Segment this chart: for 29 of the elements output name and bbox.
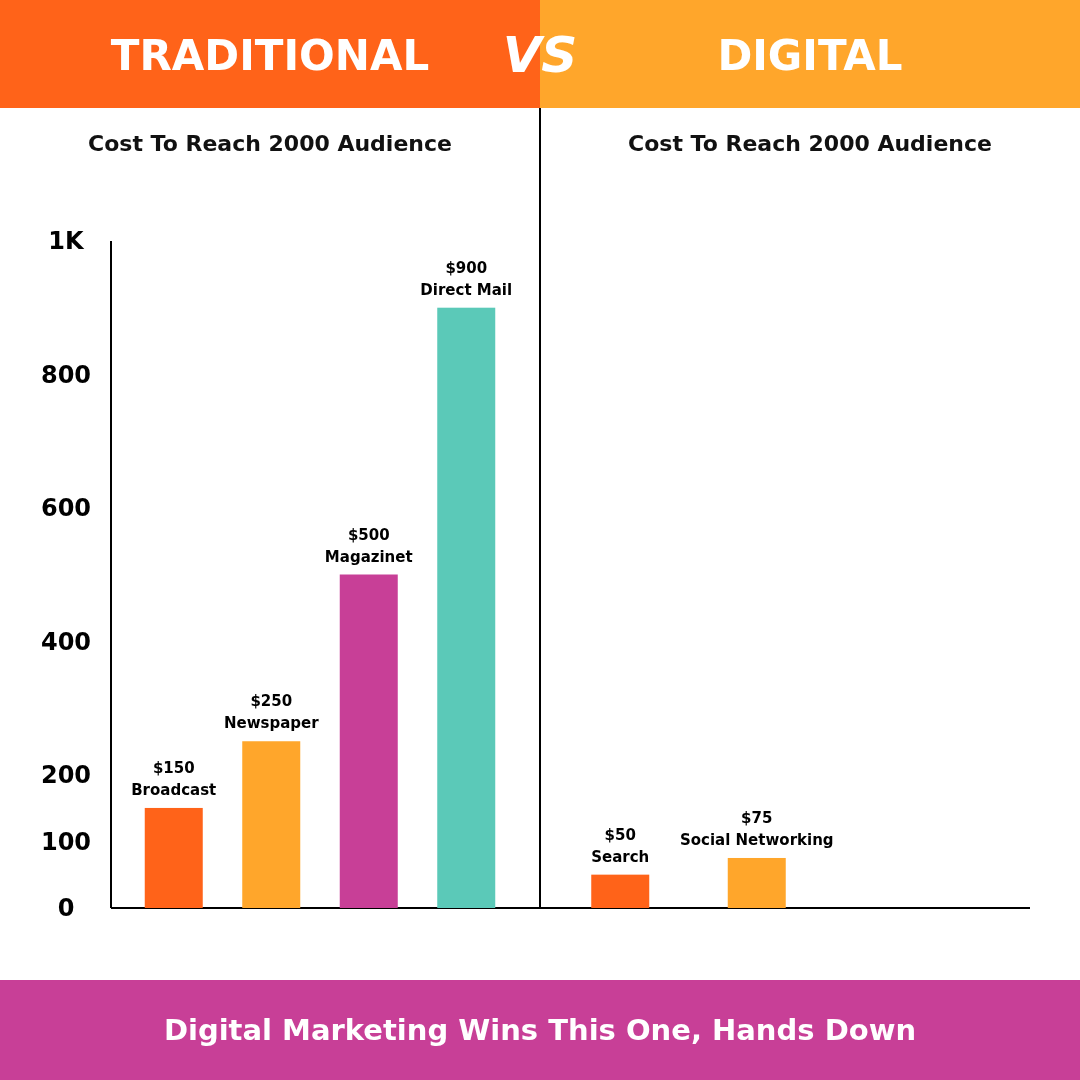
x-tick-label: Social Networking	[679, 830, 834, 849]
x-tick-label: Broadcast	[131, 780, 217, 799]
y-tick-label: 400	[40, 627, 92, 656]
text: VS	[502, 26, 578, 84]
y-tick-label: 600	[40, 494, 92, 523]
y-tick-label: 0	[57, 894, 75, 923]
y-tick-label: 200	[40, 761, 92, 789]
x-tick-label: Search	[591, 847, 650, 866]
x-tick-label: Magazinet	[324, 547, 413, 566]
data-label: $75	[741, 808, 773, 827]
y-tick-label: 800	[40, 360, 92, 389]
chart-title: TRADITIONAL	[110, 31, 430, 80]
data-label: $150	[152, 758, 195, 777]
chart-title: DIGITAL	[717, 31, 903, 80]
y-tick-label: 100	[40, 827, 92, 856]
bar	[144, 807, 203, 908]
footer-banner: Digital Marketing Wins This One, Hands Down	[0, 980, 1080, 1080]
bar	[242, 741, 301, 908]
data-label: $900	[445, 258, 488, 277]
x-tick-label: Direct Mail	[420, 280, 513, 299]
y-tick-label: 1K	[48, 227, 86, 256]
bar	[437, 307, 496, 908]
bar	[339, 574, 398, 908]
chart-subtitle: Cost To Reach 2000 Audience	[88, 131, 452, 156]
data-label: $50	[604, 825, 636, 844]
chart-subtitle: Cost To Reach 2000 Audience	[628, 131, 992, 156]
x-tick-label: Newspaper	[223, 714, 320, 733]
data-label: $250	[250, 692, 293, 711]
data-label: $500	[347, 525, 390, 544]
